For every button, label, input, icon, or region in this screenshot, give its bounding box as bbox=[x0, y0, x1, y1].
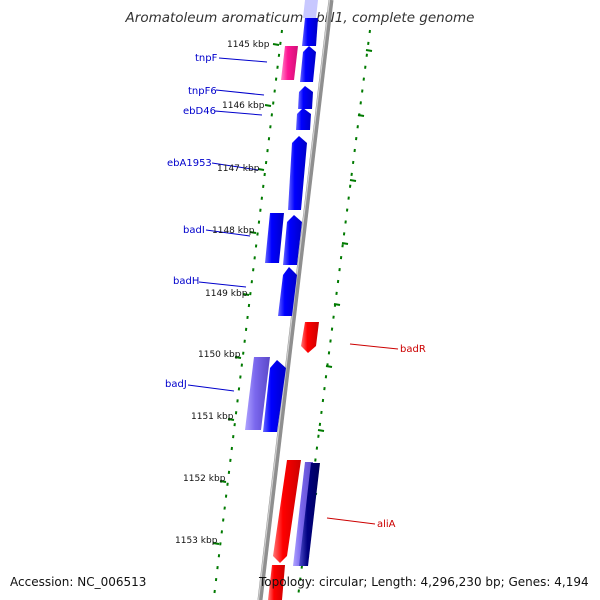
gene-top-fragment-light bbox=[303, 0, 318, 18]
gene-top-fragment bbox=[302, 18, 318, 46]
kbp-label: 1149 kbp bbox=[205, 289, 248, 299]
gene-aliA-red bbox=[273, 460, 301, 563]
map-title: Aromatoleum aromaticum EbN1, complete ge… bbox=[125, 10, 475, 26]
accession-info: Accession: NC_006513 bbox=[10, 575, 147, 589]
gene-tnpF-magenta bbox=[281, 46, 298, 80]
gene-ebA1953 bbox=[288, 136, 307, 210]
kbp-label: 1153 kbp bbox=[175, 536, 218, 546]
gene-label-badJ: badJ bbox=[165, 379, 187, 390]
genome-backbone bbox=[257, 0, 334, 600]
kbp-label: 1147 kbp bbox=[217, 164, 260, 174]
gene-bottom-fragment bbox=[268, 565, 285, 600]
kbp-scale-labels: 1145 kbp 1146 kbp 1147 kbp 1148 kbp 1149… bbox=[175, 40, 270, 546]
topology-info: Topology: circular; Length: 4,296,230 bp… bbox=[259, 575, 589, 589]
gene-label-tnpF: tnpF bbox=[195, 53, 218, 64]
gene-badI-1 bbox=[265, 213, 284, 263]
kbp-label: 1146 kbp bbox=[222, 101, 265, 111]
gene-label-aliA: aliA bbox=[377, 519, 396, 530]
gene-label-tnpF6: tnpF6 bbox=[188, 86, 217, 97]
gene-tnpF bbox=[300, 46, 316, 82]
kbp-label: 1145 kbp bbox=[227, 40, 270, 50]
gene-label-ebD46: ebD46 bbox=[183, 106, 216, 117]
gene-label-badH: badH bbox=[173, 276, 199, 287]
gene-aliA-navy bbox=[299, 463, 320, 566]
kbp-label: 1152 kbp bbox=[183, 474, 226, 484]
gene-aliA-purple bbox=[293, 462, 313, 566]
gene-badI-2 bbox=[283, 215, 302, 265]
label-leader-lines bbox=[187, 57, 399, 525]
gene-badR bbox=[301, 322, 319, 353]
gene-label-ebA1953: ebA1953 bbox=[167, 158, 212, 169]
gene-labels-right: badR aliA bbox=[377, 344, 426, 530]
gene-tnpF6 bbox=[298, 86, 313, 109]
gene-labels-left: tnpF tnpF6 ebD46 ebA1953 badI badH badJ bbox=[165, 53, 218, 390]
gene-badH bbox=[278, 267, 297, 316]
gene-label-badR: badR bbox=[400, 344, 426, 355]
kbp-label: 1148 kbp bbox=[212, 226, 255, 236]
kbp-label: 1150 kbp bbox=[198, 350, 241, 360]
gene-ebD46 bbox=[296, 108, 311, 130]
major-ticks bbox=[212, 43, 373, 558]
gene-label-badI: badI bbox=[183, 225, 205, 236]
kbp-label: 1151 kbp bbox=[191, 412, 234, 422]
gene-badJ-purple bbox=[245, 357, 270, 430]
gene-badJ bbox=[263, 360, 286, 432]
